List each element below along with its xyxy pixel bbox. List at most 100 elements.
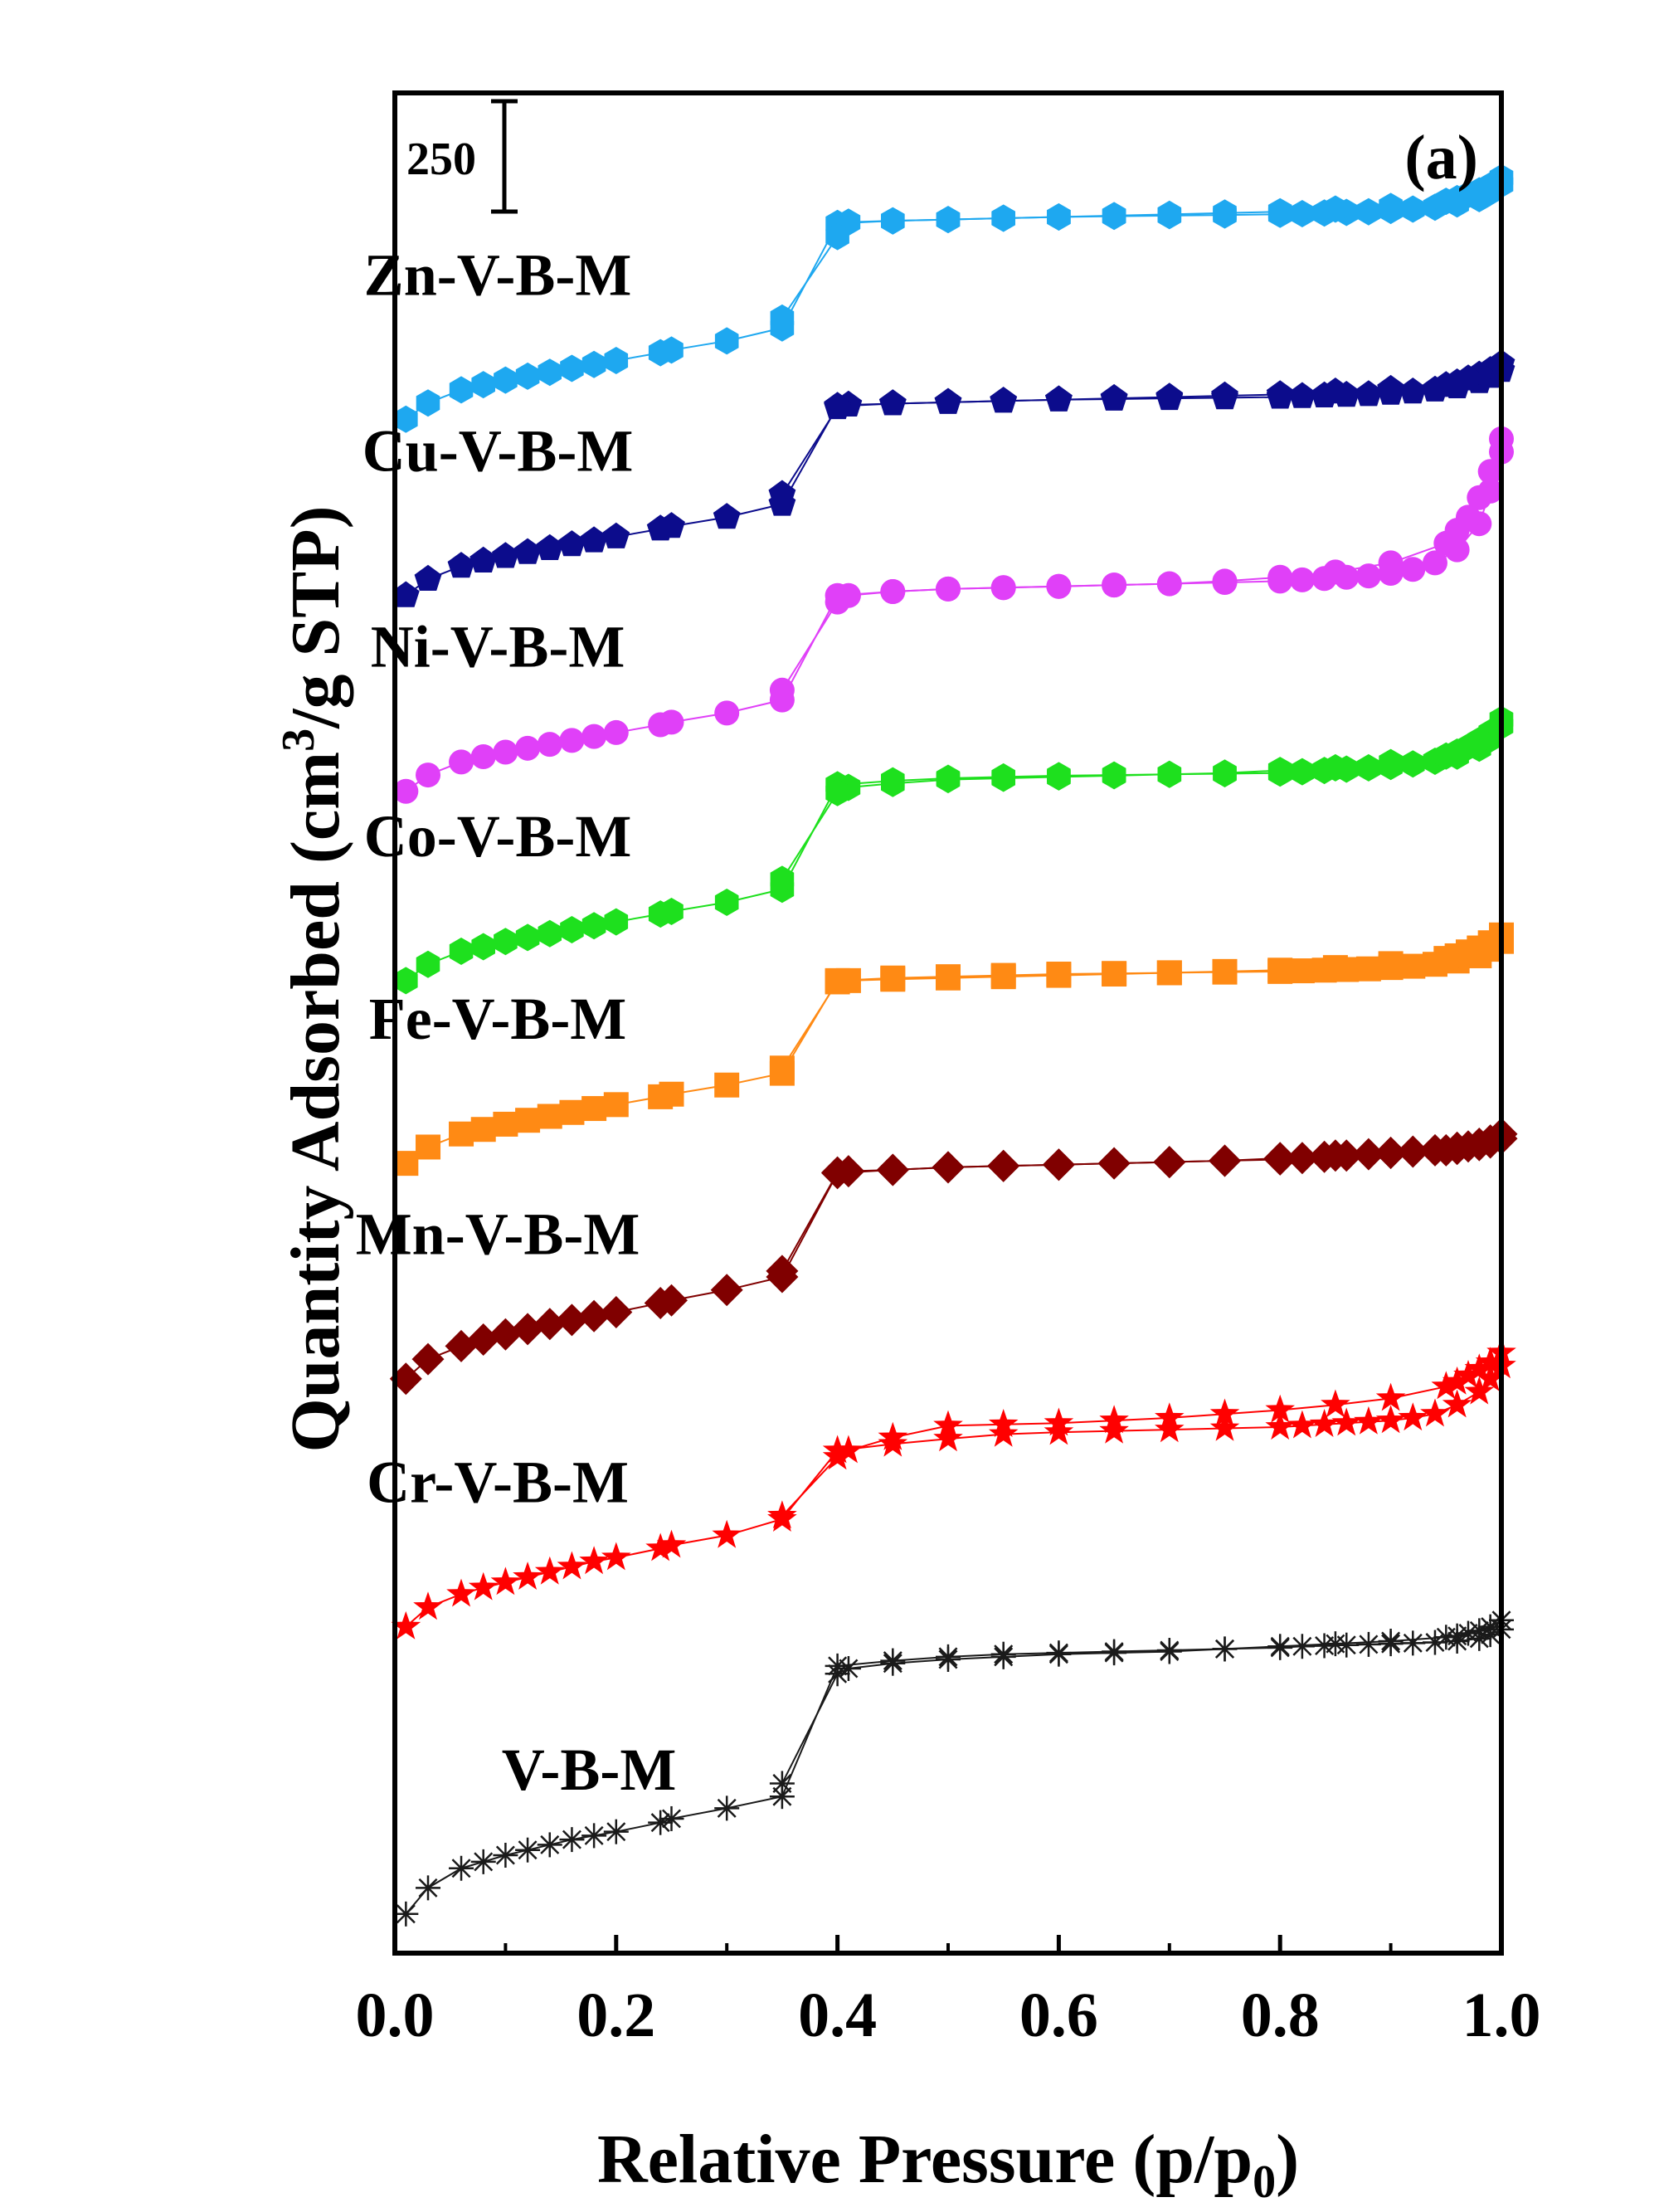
data-point bbox=[1209, 1144, 1241, 1177]
data-point bbox=[1157, 760, 1182, 788]
scale-bar: 250 bbox=[406, 99, 518, 214]
data-point bbox=[1212, 568, 1238, 594]
data-point bbox=[1100, 383, 1128, 411]
data-point bbox=[936, 1647, 961, 1672]
data-point bbox=[1209, 1398, 1240, 1427]
data-point bbox=[1102, 1640, 1127, 1666]
data-point bbox=[559, 1099, 585, 1125]
y-axis-title: Quantity Adsorbed (cm3/g STP) bbox=[273, 505, 354, 1452]
data-point bbox=[1355, 380, 1383, 407]
data-point bbox=[824, 392, 851, 420]
data-point bbox=[1045, 385, 1073, 412]
data-point bbox=[1377, 374, 1404, 402]
series-label: Cr-V-B-M bbox=[367, 1449, 629, 1516]
data-point bbox=[1097, 1147, 1131, 1180]
data-point bbox=[1046, 962, 1072, 988]
data-point bbox=[1464, 1353, 1495, 1382]
data-point bbox=[1267, 757, 1292, 785]
data-point bbox=[1442, 1366, 1472, 1395]
data-point bbox=[655, 1284, 688, 1317]
data-point bbox=[712, 1519, 742, 1548]
data-point bbox=[1433, 1625, 1459, 1650]
data-point bbox=[1433, 946, 1459, 972]
data-point bbox=[821, 1156, 854, 1189]
data-point bbox=[1396, 1135, 1429, 1168]
data-point bbox=[710, 1274, 743, 1307]
data-point bbox=[1378, 1628, 1404, 1654]
series-mn-v-b-m bbox=[389, 1118, 1518, 1396]
panel-label: (a) bbox=[1404, 123, 1478, 192]
series-co-v-b-m bbox=[394, 705, 1514, 995]
x-tick-label: 0.4 bbox=[798, 1981, 877, 2050]
x-tick-label: 0.6 bbox=[1019, 1981, 1098, 2050]
data-point bbox=[581, 912, 606, 940]
series-v-b-m bbox=[393, 1607, 1514, 1927]
data-point bbox=[581, 724, 607, 749]
data-point bbox=[447, 552, 475, 578]
data-point bbox=[1356, 197, 1381, 226]
data-point bbox=[515, 923, 540, 952]
data-point bbox=[416, 1134, 441, 1160]
data-point bbox=[659, 898, 684, 925]
data-point bbox=[1290, 200, 1315, 227]
data-point bbox=[515, 1837, 541, 1863]
data-point bbox=[449, 749, 474, 775]
data-point bbox=[1267, 197, 1292, 226]
data-point bbox=[416, 950, 440, 978]
data-point bbox=[393, 1151, 419, 1177]
data-point bbox=[1044, 1407, 1074, 1436]
data-point bbox=[990, 964, 1016, 990]
data-point bbox=[416, 763, 441, 788]
data-point bbox=[1265, 1411, 1295, 1440]
data-point bbox=[1355, 1631, 1381, 1657]
data-point bbox=[1442, 1389, 1472, 1418]
data-point bbox=[933, 1410, 963, 1439]
data-point bbox=[1434, 188, 1458, 216]
data-point bbox=[825, 1661, 850, 1687]
data-point bbox=[1102, 572, 1127, 598]
data-point bbox=[555, 1303, 588, 1337]
data-point bbox=[393, 1901, 419, 1927]
data-point bbox=[577, 1299, 611, 1333]
data-point bbox=[659, 1805, 684, 1831]
data-point bbox=[1155, 1414, 1185, 1443]
data-point bbox=[936, 766, 961, 794]
x-tick-label: 0.8 bbox=[1241, 1981, 1320, 2050]
data-point bbox=[1400, 953, 1426, 979]
data-point bbox=[1265, 1394, 1295, 1423]
data-point bbox=[714, 889, 739, 916]
data-point bbox=[1155, 1402, 1185, 1431]
data-point bbox=[876, 1153, 909, 1186]
data-point bbox=[769, 1771, 795, 1796]
data-point bbox=[988, 1418, 1019, 1447]
data-point bbox=[1431, 1371, 1462, 1400]
data-point bbox=[1044, 1416, 1074, 1445]
data-point bbox=[489, 1318, 522, 1351]
data-point bbox=[601, 1542, 631, 1571]
data-point bbox=[936, 965, 961, 991]
data-point bbox=[825, 589, 850, 615]
data-point bbox=[392, 581, 420, 607]
data-point bbox=[1322, 559, 1348, 585]
data-point bbox=[659, 1081, 684, 1107]
data-point bbox=[1099, 1405, 1129, 1434]
data-point bbox=[515, 362, 540, 390]
data-point bbox=[413, 1591, 443, 1620]
data-point bbox=[1467, 485, 1492, 510]
series-label: Co-V-B-M bbox=[364, 803, 632, 870]
data-point bbox=[511, 1313, 544, 1346]
data-point bbox=[513, 1562, 542, 1590]
data-point bbox=[557, 1551, 587, 1580]
data-point bbox=[581, 1096, 607, 1122]
data-point bbox=[991, 764, 1015, 792]
series-label: Cu-V-B-M bbox=[362, 418, 634, 485]
data-point bbox=[603, 1819, 629, 1844]
data-point bbox=[581, 350, 606, 378]
data-point bbox=[536, 534, 564, 560]
data-point bbox=[880, 1650, 906, 1676]
data-point bbox=[537, 732, 562, 758]
data-point bbox=[1323, 753, 1348, 782]
data-point bbox=[1379, 192, 1403, 221]
series-ni-v-b-m bbox=[393, 426, 1514, 804]
